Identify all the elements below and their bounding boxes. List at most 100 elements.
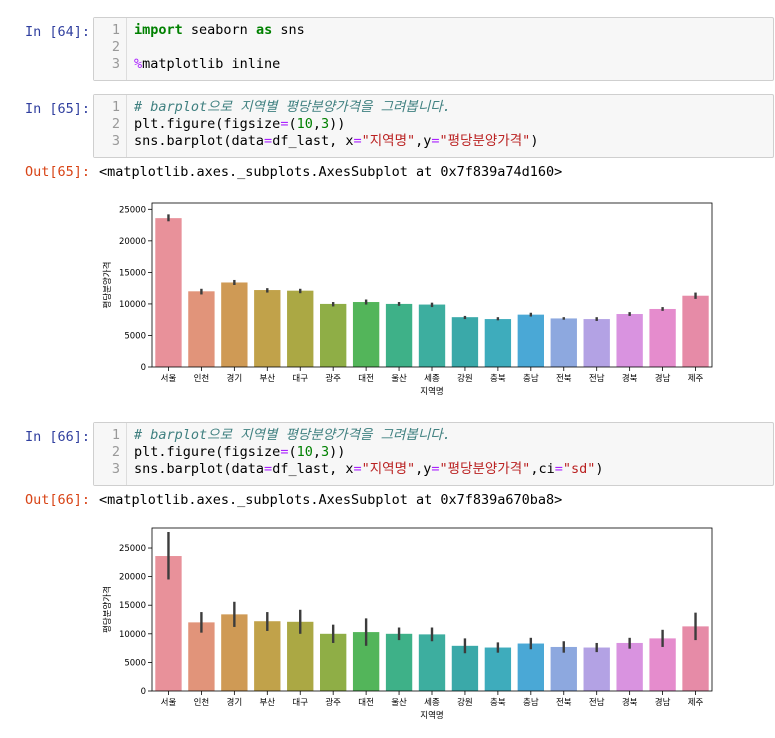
x-tick-label: 부산 [259, 373, 275, 384]
bar [418, 304, 446, 367]
x-tick-label: 전남 [589, 697, 605, 708]
input-prompt-64: In [64]: [24, 24, 90, 40]
line-number: 3 [111, 56, 120, 72]
bar [352, 302, 380, 367]
code-line: 2 plt.figure(figsize=(10,3)) [94, 116, 773, 133]
x-tick-label: 인천 [194, 697, 210, 708]
bar [616, 642, 643, 691]
bar [385, 633, 413, 691]
bar [484, 647, 512, 691]
bar [221, 282, 248, 367]
y-tick-label: 0 [141, 363, 146, 373]
x-tick-label: 전북 [556, 373, 572, 384]
bar [451, 645, 479, 691]
code-text: %matplotlib inline [134, 56, 281, 72]
y-tick-label: 5000 [124, 658, 146, 668]
x-tick-label: 충북 [490, 698, 506, 708]
x-tick-label: 경북 [622, 697, 638, 708]
line-number-gutter [94, 18, 127, 80]
x-tick-label: 충남 [523, 374, 539, 384]
bar [221, 614, 248, 691]
input-prompt-65: In [65]: [24, 101, 90, 117]
y-tick-label: 20000 [119, 573, 146, 583]
code-line: 1 # barplot으로 지역별 평당분양가격을 그려봅니다. [94, 99, 773, 116]
x-tick-label: 경기 [227, 373, 243, 384]
y-tick-label: 15000 [119, 601, 146, 611]
bar [517, 643, 544, 691]
output-text-65: <matplotlib.axes._subplots.AxesSubplot a… [99, 164, 563, 180]
code-line: 1 # barplot으로 지역별 평당분양가격을 그려봅니다. [94, 427, 773, 444]
x-tick-label: 경북 [622, 373, 638, 384]
x-tick-label: 울산 [391, 373, 407, 384]
bar [385, 303, 413, 367]
x-tick-label: 경남 [655, 697, 671, 708]
y-tick-label: 5000 [124, 331, 146, 341]
x-tick-label: 충남 [523, 698, 539, 708]
x-tick-label: 대구 [292, 374, 308, 384]
x-tick-label: 경남 [655, 373, 671, 384]
bar [484, 319, 512, 367]
code-text: import seaborn as sns [134, 22, 305, 38]
x-tick-label: 세종 [424, 374, 440, 384]
x-tick-label: 전남 [589, 373, 605, 384]
bar [254, 290, 281, 367]
y-tick-label: 25000 [119, 205, 146, 215]
barplot-chart-2: 0 5000 10000 15000 20000 25000 서울 인천 경기 부산 대구 광주 대전 울… [102, 527, 713, 721]
x-tick-label: 서울 [161, 374, 177, 384]
output-text-66: <matplotlib.axes._subplots.AxesSubplot a… [99, 492, 563, 508]
code-text: sns.barplot(data=df_last, x="지역명",y="평당분… [134, 461, 604, 477]
x-axis-label: 지역명 [420, 386, 443, 397]
bar [550, 318, 577, 367]
bar [320, 303, 347, 367]
code-text: plt.figure(figsize=(10,3)) [134, 444, 346, 460]
code-text: # barplot으로 지역별 평당분양가격을 그려봅니다. [134, 427, 451, 443]
line-number-gutter [94, 95, 127, 157]
x-tick-label: 강원 [457, 373, 473, 384]
bar [418, 634, 446, 691]
x-tick-label: 대전 [358, 697, 374, 708]
x-tick-label: 울산 [391, 697, 407, 708]
line-number: 1 [111, 99, 120, 115]
y-tick-label: 0 [141, 687, 146, 697]
line-number: 2 [111, 444, 120, 460]
bar [583, 319, 610, 367]
x-tick-label: 인천 [194, 373, 210, 384]
line-number-gutter [94, 423, 127, 485]
bar [287, 290, 314, 367]
code-line: 2 [94, 39, 773, 56]
bar [320, 633, 347, 691]
y-axis-label: 평당분양가격 [102, 262, 113, 309]
line-number: 1 [111, 427, 120, 443]
bar [188, 622, 215, 691]
code-cell-64[interactable]: 1 import seaborn as sns 2 3 %matplotlib inli… [93, 17, 774, 81]
line-number: 3 [111, 461, 120, 477]
line-number: 1 [111, 22, 120, 38]
bar [583, 647, 610, 691]
bar [155, 218, 182, 367]
x-tick-label: 제주 [688, 698, 704, 708]
x-tick-label: 대전 [358, 373, 374, 384]
code-cell-66[interactable]: 1 # barplot으로 지역별 평당분양가격을 그려봅니다. 2 plt.figu… [93, 422, 774, 486]
code-cell-65[interactable]: 1 # barplot으로 지역별 평당분양가격을 그려봅니다. 2 plt.figu… [93, 94, 774, 158]
x-tick-label: 광주 [325, 697, 341, 708]
bar [682, 295, 709, 367]
output-prompt-65: Out[65]: [24, 164, 90, 180]
code-line: 2 plt.figure(figsize=(10,3)) [94, 444, 773, 461]
y-tick-label: 25000 [119, 544, 146, 554]
input-prompt-66: In [66]: [24, 429, 90, 445]
code-line: 3 sns.barplot(data=df_last, x="지역명",y="평당… [94, 133, 773, 150]
x-tick-label: 제주 [688, 374, 704, 384]
output-prompt-66: Out[66]: [24, 492, 90, 508]
code-line: 3 sns.barplot(data=df_last, x="지역명",y="평당… [94, 461, 773, 478]
bar [649, 638, 676, 691]
line-number: 3 [111, 133, 120, 149]
code-text: plt.figure(figsize=(10,3)) [134, 116, 346, 132]
line-number: 2 [111, 39, 120, 55]
y-tick-label: 20000 [119, 237, 146, 247]
y-tick-label: 15000 [119, 268, 146, 278]
x-tick-label: 충북 [490, 374, 506, 384]
y-axis-label: 평당분양가격 [102, 586, 113, 633]
x-tick-label: 부산 [259, 697, 275, 708]
x-tick-label: 세종 [424, 698, 440, 708]
bar [254, 621, 281, 691]
